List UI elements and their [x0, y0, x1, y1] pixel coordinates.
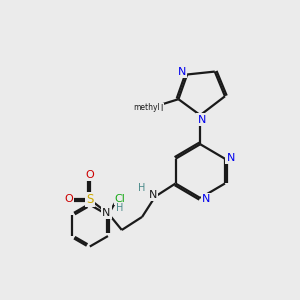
Text: Cl: Cl	[115, 194, 126, 204]
Text: N: N	[202, 194, 210, 204]
Text: S: S	[86, 193, 94, 206]
Text: methyl: methyl	[134, 103, 161, 112]
Text: N: N	[178, 67, 186, 77]
Text: H: H	[116, 203, 123, 213]
Text: H: H	[138, 183, 145, 194]
Text: N: N	[226, 153, 235, 163]
Text: N: N	[102, 208, 111, 218]
Text: methyl: methyl	[134, 104, 164, 113]
Text: N: N	[149, 190, 157, 200]
Text: O: O	[64, 194, 73, 205]
Text: O: O	[85, 170, 94, 180]
Text: N: N	[197, 115, 206, 124]
